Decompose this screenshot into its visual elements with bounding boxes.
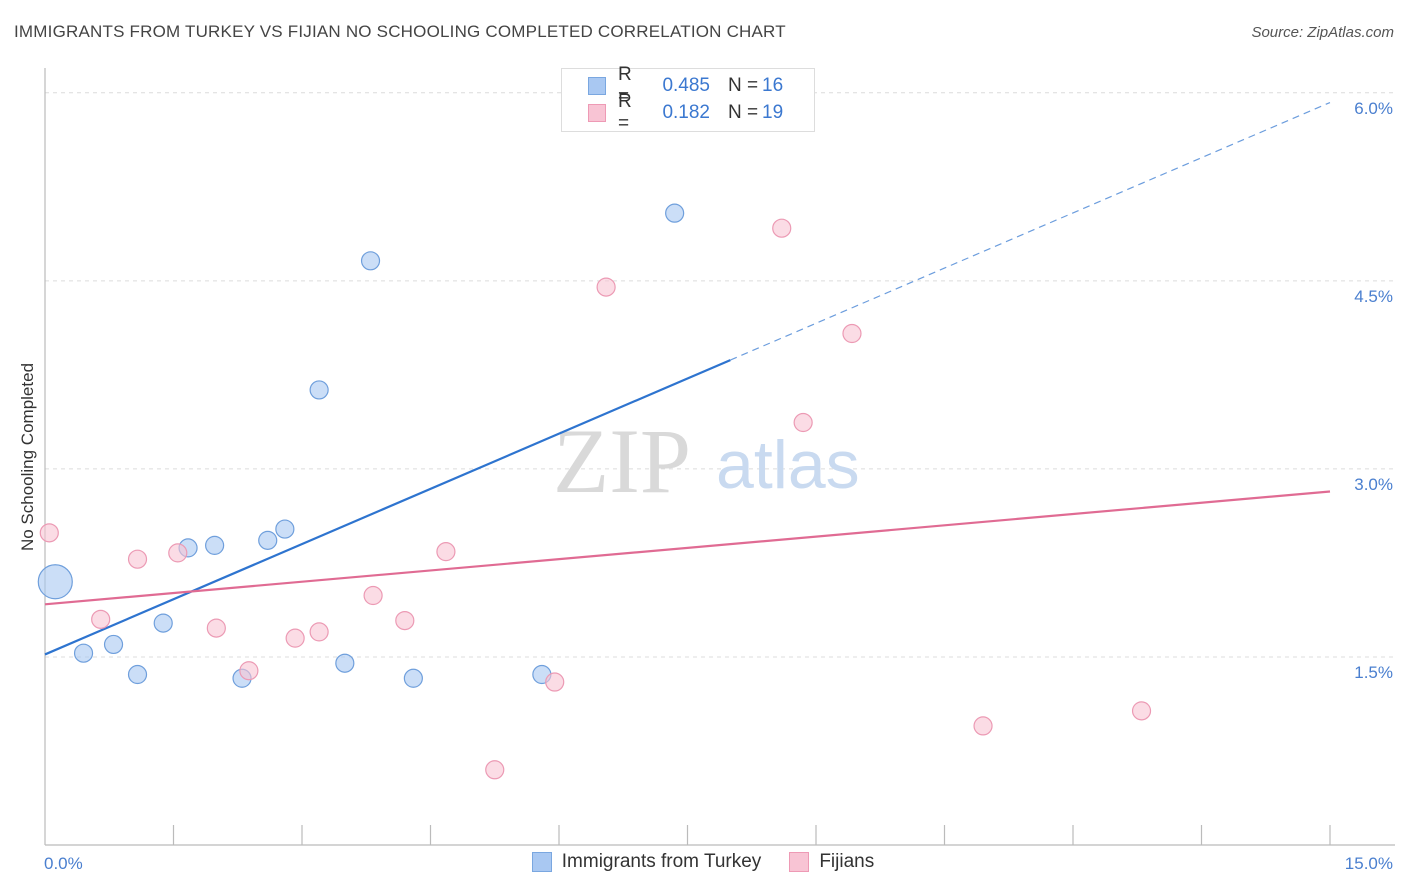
watermark: ZIP atlas xyxy=(553,410,860,512)
data-point-fijians xyxy=(207,619,225,637)
series-legend: Immigrants from Turkey Fijians xyxy=(0,851,1406,873)
legend-swatch-turkey xyxy=(588,77,606,95)
data-point-fijians xyxy=(364,587,382,605)
legend-n-value: 16 xyxy=(762,75,783,97)
data-point-turkey xyxy=(129,666,147,684)
watermark-atlas: atlas xyxy=(716,427,860,503)
legend-item-fijians[interactable]: Fijians xyxy=(789,851,874,873)
stats-legend: R = 0.485 N = 16 R = 0.182 N = 19 xyxy=(561,68,815,132)
legend-n-label: N = xyxy=(728,102,762,124)
data-point-fijians xyxy=(546,673,564,691)
legend-swatch-fijians xyxy=(789,852,809,872)
legend-swatch-turkey xyxy=(532,852,552,872)
data-point-fijians xyxy=(794,414,812,432)
data-point-fijians xyxy=(974,717,992,735)
trend-line-turkey-projection xyxy=(730,103,1330,361)
legend-n-label: N = xyxy=(728,75,762,97)
data-point-turkey xyxy=(105,635,123,653)
legend-r-label: R = xyxy=(618,91,648,135)
data-point-fijians xyxy=(486,761,504,779)
gridlines xyxy=(45,93,1395,657)
data-point-turkey xyxy=(38,565,72,599)
data-point-turkey xyxy=(336,654,354,672)
data-point-fijians xyxy=(843,325,861,343)
y-tick-label: 6.0% xyxy=(1354,99,1393,118)
data-point-fijians xyxy=(129,550,147,568)
data-point-turkey xyxy=(154,614,172,632)
legend-swatch-fijians xyxy=(588,104,606,122)
legend-row-fijians: R = 0.182 N = 19 xyxy=(588,101,783,125)
data-point-turkey xyxy=(206,536,224,554)
y-tick-label: 4.5% xyxy=(1354,287,1393,306)
data-point-turkey xyxy=(276,520,294,538)
data-point-fijians xyxy=(169,544,187,562)
data-point-fijians xyxy=(437,543,455,561)
data-point-fijians xyxy=(310,623,328,641)
trend-lines xyxy=(45,103,1330,655)
data-point-turkey xyxy=(666,204,684,222)
watermark-zip: ZIP xyxy=(553,410,691,512)
y-tick-label: 3.0% xyxy=(1354,475,1393,494)
scatter-chart: ZIP atlas 1.5%3.0%4.5%6.0%0.0% 15.0% xyxy=(0,0,1406,892)
legend-r-value: 0.485 xyxy=(648,75,710,97)
data-point-turkey xyxy=(362,252,380,270)
legend-label-fijians: Fijians xyxy=(819,851,874,873)
data-point-fijians xyxy=(286,629,304,647)
data-point-turkey xyxy=(259,531,277,549)
data-point-turkey xyxy=(310,381,328,399)
legend-n-value: 19 xyxy=(762,102,783,124)
legend-r-value: 0.182 xyxy=(648,102,710,124)
data-point-fijians xyxy=(240,662,258,680)
legend-item-turkey[interactable]: Immigrants from Turkey xyxy=(532,851,762,873)
data-point-fijians xyxy=(396,612,414,630)
data-point-fijians xyxy=(40,524,58,542)
data-point-fijians xyxy=(1133,702,1151,720)
data-point-fijians xyxy=(92,610,110,628)
data-point-fijians xyxy=(597,278,615,296)
y-tick-label: 1.5% xyxy=(1354,663,1393,682)
data-point-turkey xyxy=(75,644,93,662)
data-point-fijians xyxy=(773,219,791,237)
data-point-turkey xyxy=(404,669,422,687)
legend-label-turkey: Immigrants from Turkey xyxy=(562,851,762,873)
